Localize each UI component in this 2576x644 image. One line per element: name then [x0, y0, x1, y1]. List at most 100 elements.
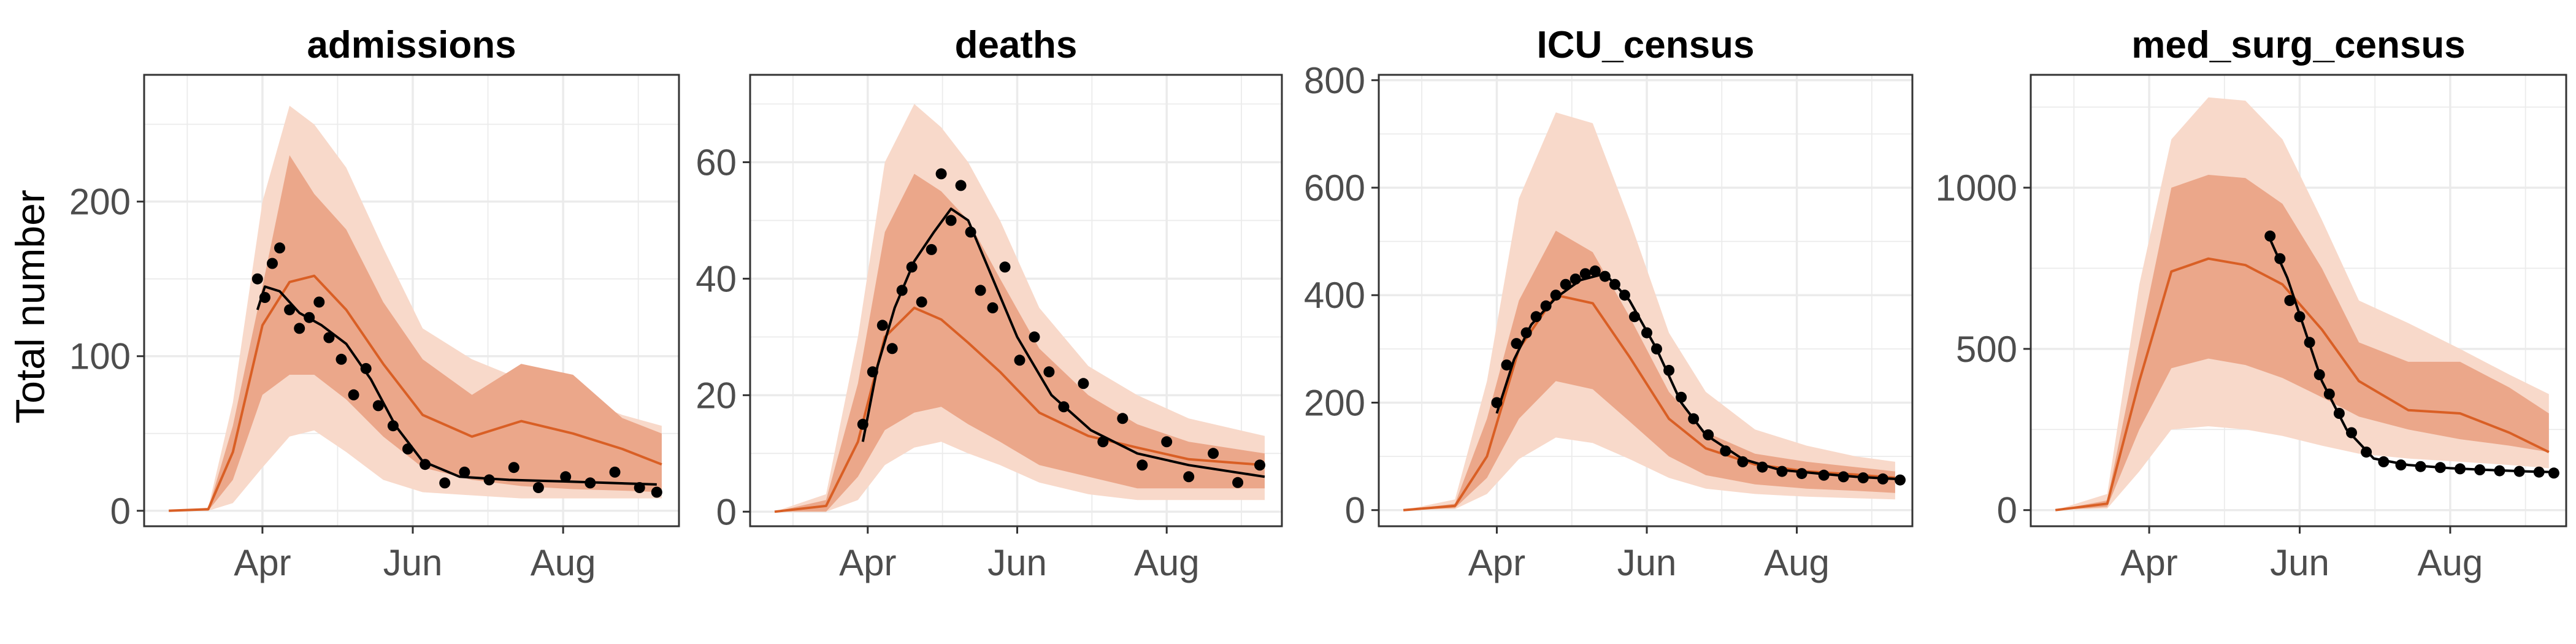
observed-point	[2346, 427, 2357, 439]
observed-point	[294, 323, 305, 334]
observed-point	[1720, 445, 1731, 457]
observed-point	[2284, 295, 2296, 306]
observed-point	[1530, 311, 1542, 323]
observed-point	[585, 477, 596, 489]
observed-point	[857, 418, 868, 430]
observed-point	[2361, 447, 2372, 458]
observed-point	[1501, 359, 1512, 371]
panel-title: deaths	[955, 24, 1078, 66]
panel-deaths: deaths 0 20 40 60 Apr Jun Aug	[696, 24, 1283, 583]
inner-interval-band	[2055, 175, 2549, 510]
observed-point	[1609, 278, 1620, 290]
y-axis-title: Total number	[7, 190, 53, 424]
observed-point	[267, 258, 278, 269]
y-tick-label: 400	[1304, 275, 1365, 316]
observed-point	[1796, 468, 1807, 480]
x-tick-label: Jun	[2270, 542, 2329, 583]
observed-point	[945, 215, 957, 226]
y-tick-label: 0	[1997, 490, 2017, 531]
observed-point	[560, 471, 572, 483]
y-tick-label: 500	[1956, 329, 2017, 370]
observed-point	[1078, 378, 1089, 389]
observed-point	[483, 474, 495, 486]
observed-point	[1058, 401, 1070, 413]
observed-point	[1663, 364, 1675, 376]
y-tick-label: 200	[69, 182, 131, 223]
observed-point	[1208, 448, 1219, 459]
x-tick-label: Apr	[1468, 542, 1525, 583]
y-tick-label: 40	[696, 258, 737, 299]
observed-point	[1137, 459, 1148, 471]
observed-point	[2294, 311, 2306, 323]
observed-point	[1029, 331, 1040, 343]
observed-point	[335, 353, 347, 365]
y-tick-label: 100	[69, 336, 131, 377]
x-tick-label: Apr	[2120, 542, 2177, 583]
observed-point	[1688, 413, 1700, 424]
x-tick-label: Jun	[383, 542, 443, 583]
observed-point	[2323, 388, 2335, 400]
observed-point	[1579, 268, 1591, 280]
observed-point	[2274, 253, 2286, 264]
observed-point	[259, 292, 270, 303]
observed-point	[1589, 265, 1601, 277]
observed-point	[274, 242, 285, 254]
inner-interval-band	[169, 155, 662, 511]
panel-border	[1378, 74, 1914, 527]
observed-point	[1895, 474, 1906, 486]
x-tick-label: Aug	[531, 542, 596, 583]
observed-point	[459, 466, 470, 478]
observed-point	[906, 261, 918, 273]
observed-point	[1629, 311, 1640, 323]
observed-smoothed-line	[861, 207, 1265, 478]
observed-point	[387, 420, 399, 432]
observed-point	[304, 312, 315, 323]
observed-point	[999, 261, 1011, 273]
observed-point	[323, 332, 335, 343]
observed-point	[2264, 230, 2276, 242]
observed-point	[2548, 467, 2559, 479]
observed-point	[1097, 436, 1109, 448]
observed-point	[372, 400, 384, 412]
observed-point	[2333, 408, 2345, 419]
observed-point	[2395, 459, 2407, 471]
panel-border	[2030, 74, 2567, 527]
observed-point	[1491, 397, 1503, 408]
observed-point	[2494, 465, 2505, 477]
observed-point	[926, 243, 937, 255]
observed-point	[1520, 327, 1532, 339]
observed-point	[2304, 337, 2315, 348]
observed-point	[2455, 463, 2466, 475]
x-tick-label: Aug	[1134, 542, 1200, 583]
observed-point	[2378, 456, 2390, 467]
x-tick-label: Apr	[234, 542, 291, 583]
y-tick-label: 0	[1345, 490, 1365, 531]
x-tick-label: Jun	[1617, 542, 1677, 583]
observed-point	[508, 462, 519, 473]
panel-border	[749, 74, 1283, 527]
observed-point	[1857, 472, 1869, 484]
observed-point	[1599, 270, 1611, 282]
observed-point	[420, 459, 431, 470]
y-tick-label: 800	[1304, 60, 1365, 101]
observed-point	[886, 343, 898, 355]
y-tick-label: 0	[110, 491, 131, 532]
observed-point	[651, 486, 662, 498]
observed-point	[1676, 391, 1687, 403]
y-tick-label: 0	[716, 491, 737, 532]
y-tick-label: 600	[1304, 167, 1365, 209]
observed-point	[2533, 466, 2545, 478]
observed-point	[1838, 471, 1849, 483]
y-tick-label: 200	[1304, 382, 1365, 423]
observed-point	[1641, 327, 1652, 339]
panel-title: ICU_census	[1537, 24, 1755, 66]
observed-point	[1511, 338, 1522, 350]
y-tick-label: 60	[696, 142, 737, 183]
observed-point	[955, 180, 967, 191]
observed-point	[2313, 369, 2325, 380]
observed-point	[935, 168, 947, 180]
panel-ICU_census: ICU_census 0 200 400 600 800 Apr Jun Aug	[1304, 24, 1914, 583]
panel-title: admissions	[307, 24, 516, 66]
observed-point	[1161, 436, 1173, 448]
x-tick-label: Apr	[839, 542, 896, 583]
